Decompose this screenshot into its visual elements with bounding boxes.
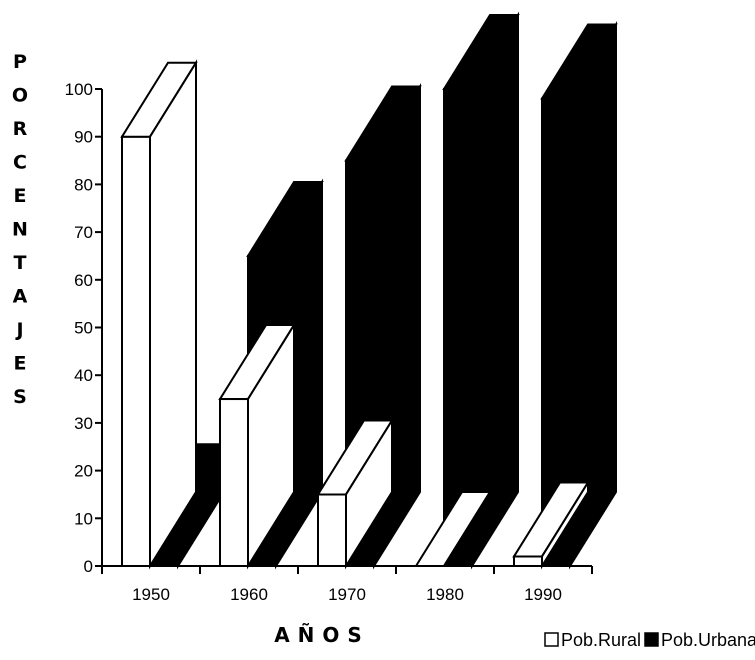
bar-rural [218,321,296,570]
legend-label-rural: Pob.Rural [561,630,641,650]
bar-rural [120,59,198,570]
y-tick-label: 70 [74,223,93,242]
y-tick-label: 30 [74,414,93,433]
legend-swatch-rural [544,632,559,647]
y-axis-label-letter: S [13,386,27,408]
legend: Pob.Rural Pob.Urbana [544,630,755,650]
bar-urban [442,11,520,570]
x-tick-label: 1990 [524,585,562,604]
y-axis-label-letter: E [14,353,27,375]
x-tick-label: 1950 [132,585,170,604]
y-axis-label-letter: C [13,152,27,174]
y-axis-label-letter: R [13,118,28,140]
bar-rural [316,416,394,570]
y-axis-label-letter: T [14,252,27,274]
y-tick-label: 0 [84,557,93,576]
y-tick-label: 90 [74,128,93,147]
x-tick-label: 1980 [426,585,464,604]
y-axis-label-letter: P [13,51,27,73]
legend-swatch-urban [644,632,659,647]
x-tick-label: 1970 [328,585,366,604]
y-tick-label: 50 [74,319,93,338]
bar-rural [512,478,590,570]
y-axis-label-letter: A [13,286,28,308]
y-axis-label-letter: E [14,185,27,207]
bar-rural [414,491,492,567]
y-tick-label: 100 [65,80,93,99]
bars [120,11,618,570]
y-tick-label: 80 [74,175,93,194]
bar-urban [540,21,618,570]
y-tick-label: 20 [74,462,93,481]
y-tick-label: 60 [74,271,93,290]
y-tick-label: 10 [74,509,93,528]
legend-label-urban: Pob.Urbana [661,630,755,650]
y-axis-label-letter: J [14,319,23,341]
y-axis-label-letter: O [12,85,28,107]
x-axis-label: AÑOS [274,623,370,647]
axes: 0 10 20 30 40 50 60 70 80 90 100 1950 1960 1970 1980 19… [65,80,593,604]
y-tick-label: 40 [74,366,93,385]
y-axis-label-letter: N [12,219,28,241]
x-tick-label: 1960 [230,585,268,604]
